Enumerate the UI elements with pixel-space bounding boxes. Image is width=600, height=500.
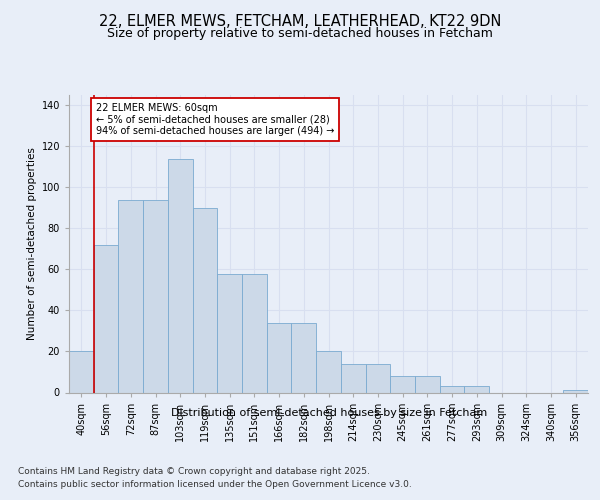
Bar	[118, 200, 143, 392]
Bar	[242, 274, 267, 392]
Bar	[316, 352, 341, 393]
Text: Distribution of semi-detached houses by size in Fetcham: Distribution of semi-detached houses by …	[170, 408, 487, 418]
Bar	[292, 322, 316, 392]
Bar	[94, 245, 118, 392]
Bar	[168, 158, 193, 392]
Bar	[563, 390, 588, 392]
Bar	[143, 200, 168, 392]
Y-axis label: Number of semi-detached properties: Number of semi-detached properties	[28, 148, 37, 340]
Bar	[390, 376, 415, 392]
Bar	[217, 274, 242, 392]
Text: Contains public sector information licensed under the Open Government Licence v3: Contains public sector information licen…	[18, 480, 412, 489]
Text: 22, ELMER MEWS, FETCHAM, LEATHERHEAD, KT22 9DN: 22, ELMER MEWS, FETCHAM, LEATHERHEAD, KT…	[99, 14, 501, 29]
Text: 22 ELMER MEWS: 60sqm
← 5% of semi-detached houses are smaller (28)
94% of semi-d: 22 ELMER MEWS: 60sqm ← 5% of semi-detach…	[96, 103, 335, 136]
Bar	[69, 352, 94, 393]
Bar	[464, 386, 489, 392]
Bar	[193, 208, 217, 392]
Text: Contains HM Land Registry data © Crown copyright and database right 2025.: Contains HM Land Registry data © Crown c…	[18, 468, 370, 476]
Text: Size of property relative to semi-detached houses in Fetcham: Size of property relative to semi-detach…	[107, 26, 493, 40]
Bar	[365, 364, 390, 392]
Bar	[440, 386, 464, 392]
Bar	[267, 322, 292, 392]
Bar	[341, 364, 365, 392]
Bar	[415, 376, 440, 392]
